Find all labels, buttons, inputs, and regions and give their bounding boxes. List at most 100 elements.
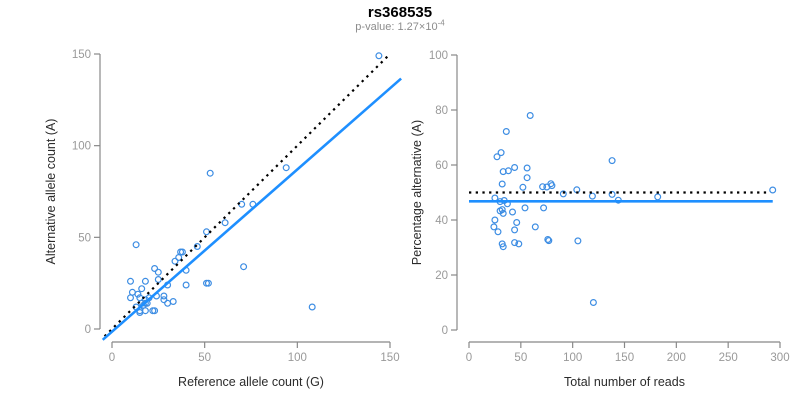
y-axis: 0 50 100 150 xyxy=(72,49,101,336)
data-point xyxy=(138,285,146,293)
data-point xyxy=(499,243,507,251)
data-point xyxy=(164,299,172,307)
data-point xyxy=(206,169,214,177)
data-point xyxy=(203,228,211,236)
data-point xyxy=(509,208,517,216)
data-point xyxy=(589,299,597,307)
allele-count-scatter: 0 50 100 150 0 50 100 150 Reference allele count… xyxy=(44,49,402,389)
y-tick-label: 0 xyxy=(442,325,448,337)
data-point xyxy=(175,254,183,262)
data-point xyxy=(238,200,246,208)
data-point xyxy=(523,174,531,182)
data-point xyxy=(654,193,662,201)
regression-line xyxy=(101,77,402,341)
data-point xyxy=(511,164,519,172)
x-tick-label: 50 xyxy=(198,352,211,364)
x-tick-label: 100 xyxy=(563,352,582,364)
y-tick-label: 100 xyxy=(429,50,448,62)
data-point xyxy=(375,52,383,60)
data-point xyxy=(523,164,531,172)
data-point xyxy=(515,240,523,248)
x-tick-label: 200 xyxy=(667,352,686,364)
x-tick-label: 150 xyxy=(380,352,399,364)
data-points xyxy=(490,111,777,307)
data-point xyxy=(769,186,777,194)
y-tick-label: 100 xyxy=(72,141,91,153)
y-axis: 0 20 40 60 80 100 xyxy=(429,50,458,337)
data-point xyxy=(141,307,149,315)
data-point xyxy=(608,157,616,165)
percentage-reads-scatter: 0 20 40 60 80 100 0 50 100 150 200 250 300 Total numb… xyxy=(410,50,790,389)
data-point xyxy=(160,292,168,300)
data-point xyxy=(154,276,162,284)
data-point xyxy=(513,219,521,227)
data-point xyxy=(494,228,502,236)
data-point xyxy=(519,183,527,191)
data-point xyxy=(178,248,186,256)
data-point xyxy=(526,111,534,119)
data-point xyxy=(588,192,596,200)
data-points xyxy=(126,52,383,317)
data-point xyxy=(496,207,504,215)
data-point xyxy=(141,277,149,285)
y-tick-label: 60 xyxy=(435,160,448,172)
y-tick-label: 20 xyxy=(435,270,448,282)
data-point xyxy=(126,294,134,302)
data-point xyxy=(559,190,567,198)
data-point xyxy=(151,307,159,315)
data-point xyxy=(574,237,582,245)
data-point xyxy=(490,223,498,231)
data-point xyxy=(531,223,539,231)
data-point xyxy=(160,296,168,304)
x-axis-title: Total number of reads xyxy=(564,375,685,389)
x-tick-label: 0 xyxy=(466,352,472,364)
x-tick-label: 150 xyxy=(615,352,634,364)
data-point xyxy=(126,277,134,285)
data-point xyxy=(502,128,510,136)
y-axis-title: Percentage alternative (A) xyxy=(410,120,424,265)
data-point xyxy=(171,257,179,265)
data-point xyxy=(504,167,512,175)
data-point xyxy=(540,204,548,212)
data-point xyxy=(548,182,556,190)
data-point xyxy=(151,265,159,273)
y-tick-label: 150 xyxy=(72,49,91,61)
y-tick-label: 0 xyxy=(85,324,91,336)
y-tick-label: 80 xyxy=(435,105,448,117)
x-axis-title: Reference allele count (G) xyxy=(178,375,324,389)
data-point xyxy=(169,298,177,306)
data-point xyxy=(544,236,552,244)
x-axis: 0 50 100 150 200 250 300 xyxy=(466,341,790,364)
data-point xyxy=(282,164,290,172)
data-point xyxy=(521,204,529,212)
data-point xyxy=(132,241,140,249)
data-point xyxy=(545,237,553,245)
data-point xyxy=(511,239,519,247)
x-tick-label: 100 xyxy=(288,352,307,364)
data-point xyxy=(193,243,201,251)
x-tick-label: 300 xyxy=(770,352,789,364)
data-point xyxy=(539,183,547,191)
x-axis: 0 50 100 150 xyxy=(109,341,400,364)
data-point xyxy=(511,226,519,234)
data-point xyxy=(308,303,316,311)
identity-line xyxy=(103,55,389,338)
data-point xyxy=(498,180,506,188)
x-tick-label: 50 xyxy=(514,352,527,364)
data-point xyxy=(182,281,190,289)
data-point xyxy=(240,263,248,271)
y-axis-title: Alternative allele count (A) xyxy=(44,119,58,265)
data-point xyxy=(491,216,499,224)
data-point xyxy=(493,153,501,161)
data-point xyxy=(204,279,212,287)
x-tick-label: 250 xyxy=(719,352,738,364)
data-point xyxy=(221,219,229,227)
data-point xyxy=(154,268,162,276)
y-tick-label: 50 xyxy=(78,232,91,244)
data-point xyxy=(134,290,142,298)
x-tick-label: 0 xyxy=(109,352,115,364)
data-point xyxy=(608,190,616,198)
y-tick-label: 40 xyxy=(435,215,448,227)
